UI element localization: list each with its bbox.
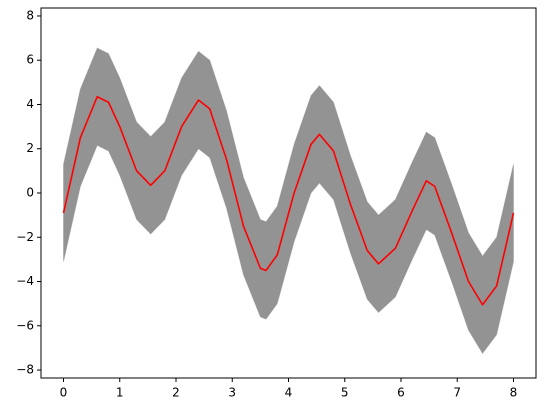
plot-frame [40, 7, 537, 379]
y-tick-label: 8 [26, 8, 34, 22]
y-tick-label: 6 [26, 53, 34, 67]
x-tick-label: 8 [510, 386, 518, 400]
x-tick-label: 6 [397, 386, 405, 400]
x-tick-label: 3 [228, 386, 236, 400]
y-tick-label: 4 [26, 97, 34, 111]
y-tick-label: 2 [26, 141, 34, 155]
x-tick-label: 5 [341, 386, 349, 400]
x-tick-label: 7 [453, 386, 461, 400]
y-tick-label: −8 [16, 363, 34, 377]
x-tick-label: 0 [60, 386, 68, 400]
y-tick-label: −4 [16, 274, 34, 288]
mean-line [62, 95, 515, 306]
x-tick-label: 4 [285, 386, 293, 400]
x-tick-label: 1 [116, 386, 124, 400]
x-tick-label: 2 [172, 386, 180, 400]
y-tick-label: −6 [16, 318, 34, 332]
y-tick-label: −2 [16, 230, 34, 244]
gray-band [63, 47, 514, 355]
y-tick-label: 0 [26, 186, 34, 200]
